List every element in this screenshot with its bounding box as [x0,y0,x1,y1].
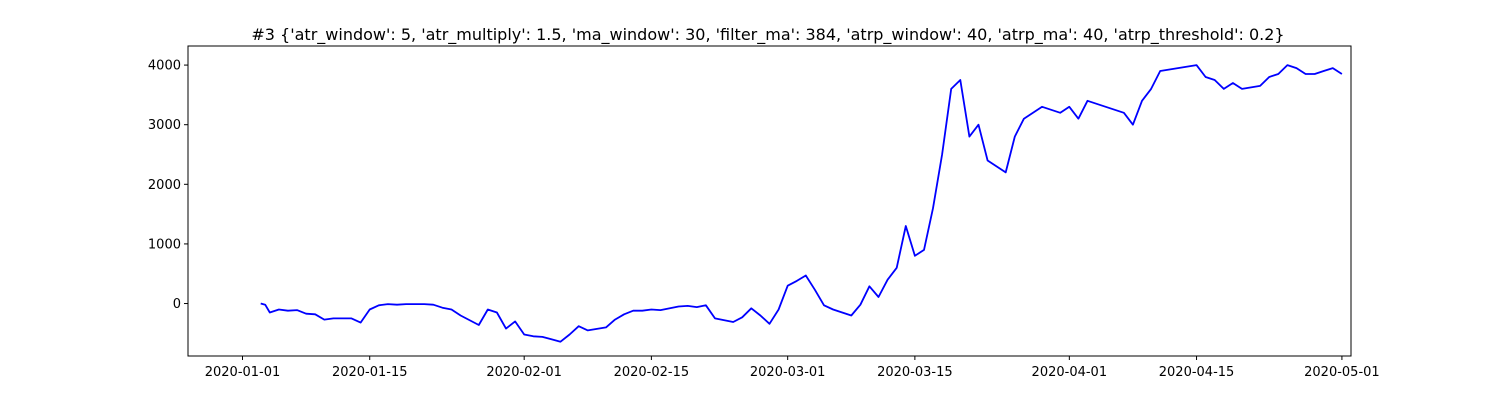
y-tick-label: 1000 [148,237,181,252]
x-tick-label: 2020-03-15 [877,365,953,380]
plot-area [187,45,1352,357]
x-tick-label: 2020-04-15 [1159,365,1235,380]
series-line [260,64,1343,343]
y-tick-label: 4000 [148,59,181,74]
x-tick-label: 2020-05-01 [1304,365,1380,380]
series-layer [260,64,1343,343]
y-tick-label: 2000 [148,178,181,193]
x-tick-label: 2020-03-01 [750,365,826,380]
y-tick-label: 0 [173,297,181,312]
chart-title: #3 {'atr_window': 5, 'atr_multiply': 1.5… [251,25,1284,45]
x-tick-label: 2020-01-01 [205,365,281,380]
x-axis: 2020-01-01 2020-01-15 2020-02-01 2020-02-15… [205,356,1380,380]
x-tick-label: 2020-02-15 [614,365,690,380]
x-tick-label: 2020-02-01 [486,365,562,380]
y-tick-label: 3000 [148,118,181,133]
x-tick-label: 2020-04-01 [1032,365,1108,380]
y-axis: 0 1000 2000 3000 4000 [148,59,188,312]
x-tick-label: 2020-01-15 [332,365,408,380]
